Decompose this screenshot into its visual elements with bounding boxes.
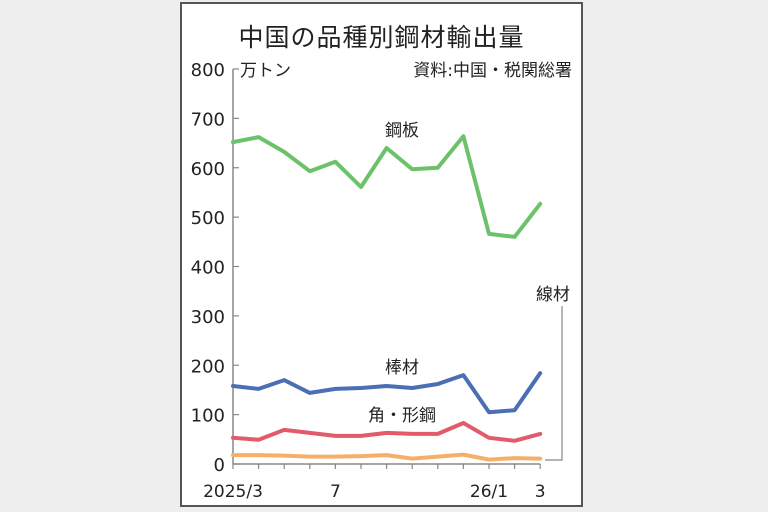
x-tick-label: 26/1 (470, 482, 508, 502)
unit-label: 万トン (240, 61, 291, 81)
chart-frame: 中国の品種別鋼材輸出量 (180, 2, 583, 507)
x-tick-label: 2025/3 (203, 482, 263, 502)
series-label-steel-plate: 鋼板 (385, 121, 419, 141)
chart-title: 中国の品種別鋼材輸出量 (238, 23, 525, 52)
y-tick-label: 700 (191, 109, 225, 130)
y-tick-label: 0 (214, 455, 225, 476)
y-tick-label: 400 (191, 258, 225, 279)
x-tick-label: 3 (535, 482, 546, 502)
series-label-wire-rod: 線材 (536, 285, 570, 305)
wire-rod-leader-line (545, 306, 563, 461)
y-tick-label: 100 (191, 406, 225, 427)
x-tick-label: 7 (330, 482, 341, 502)
series-line-steel-plate (231, 134, 543, 239)
series-line-section (231, 421, 543, 443)
series-label-section: 角・形鋼 (368, 406, 436, 426)
y-tick-label: 800 (191, 60, 225, 81)
y-tick-label: 200 (191, 356, 225, 377)
series-line-wire-rod (231, 452, 543, 462)
source-note: 資料:中国・税関総署 (413, 61, 572, 81)
y-tick-label: 600 (191, 159, 225, 180)
y-tick-label: 300 (191, 307, 225, 328)
series-line-bar (231, 371, 543, 415)
y-tick-label: 500 (191, 208, 225, 229)
series-label-bar: 棒材 (385, 358, 419, 378)
